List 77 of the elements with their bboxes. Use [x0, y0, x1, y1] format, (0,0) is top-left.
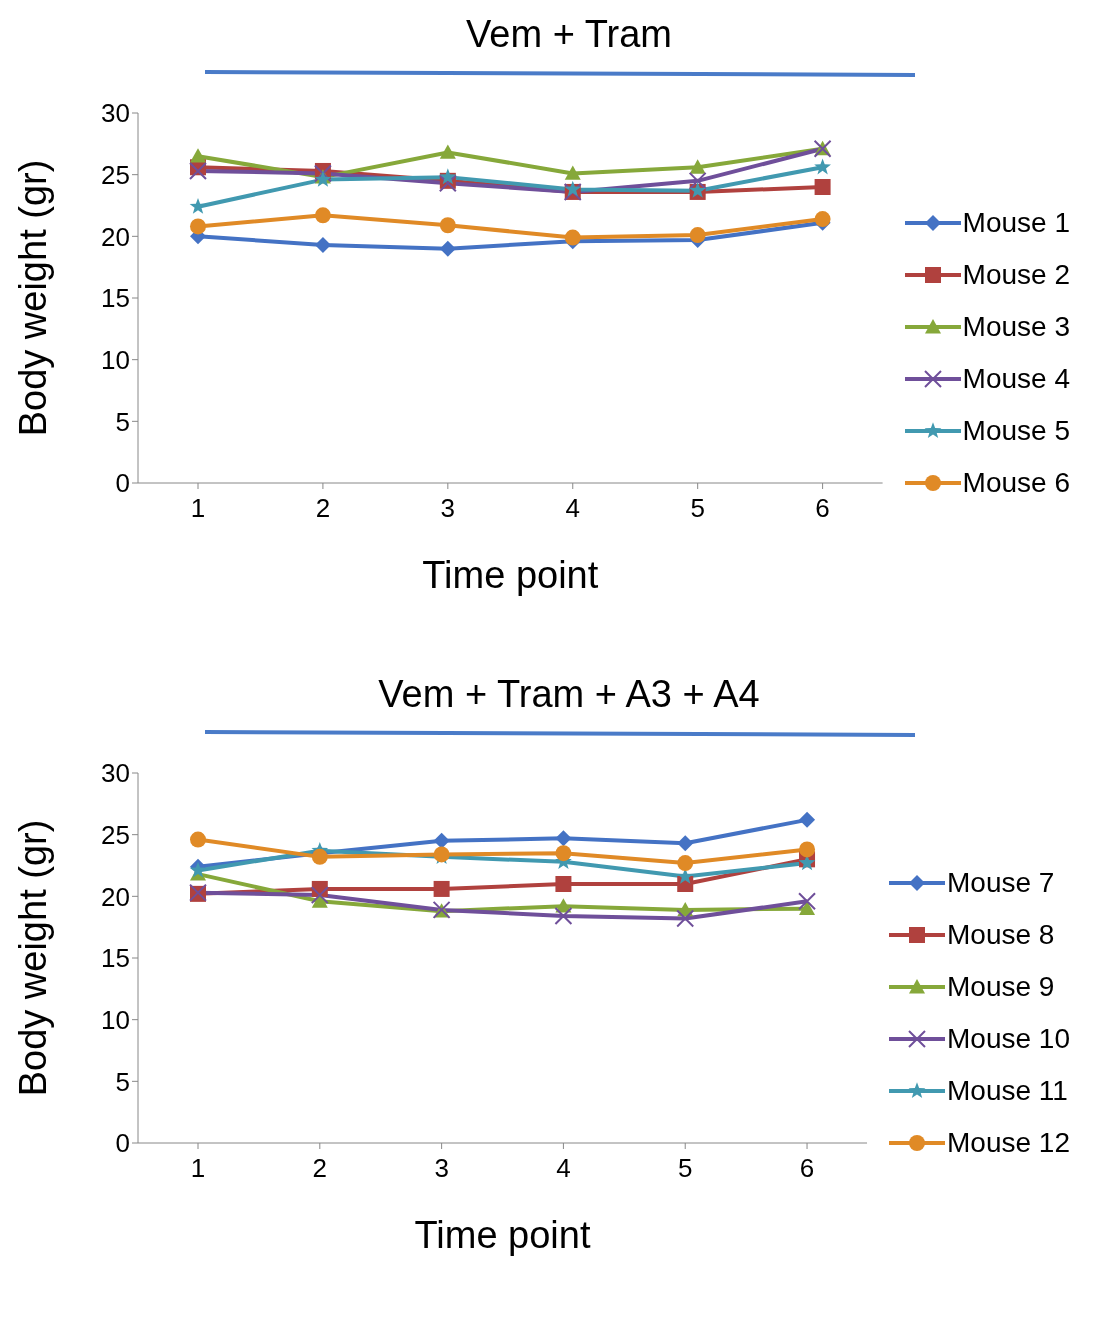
legend-label: Mouse 10: [947, 1023, 1070, 1055]
y-tick-label: 0: [115, 1128, 130, 1159]
x-tick-label: 4: [556, 1153, 571, 1184]
chart-title: Vem + Tram: [465, 12, 673, 57]
y-tick-label: 30: [101, 98, 130, 129]
legend-label: Mouse 6: [962, 467, 1070, 499]
x-tick-label: 1: [190, 1153, 206, 1184]
point: [310, 886, 329, 905]
y-tick-label: 15: [101, 943, 130, 974]
legend-label: Mouse 12: [947, 1127, 1070, 1159]
legend-label: Mouse 5: [962, 415, 1070, 447]
point: [555, 830, 572, 847]
point: [555, 876, 572, 892]
x-tick-label: 3: [434, 1153, 449, 1184]
point: [554, 907, 573, 926]
y-tick-label: 20: [101, 881, 130, 912]
y-tick-label: 10: [101, 344, 130, 375]
point: [190, 831, 206, 848]
x-tick-label: 5: [690, 493, 705, 524]
point: [433, 880, 450, 897]
point: [433, 832, 450, 849]
point: [689, 159, 706, 174]
legend-label: Mouse 2: [962, 259, 1070, 291]
x-tick-label: 4: [565, 493, 580, 524]
point: [555, 845, 572, 862]
point: [189, 161, 207, 180]
y-axis-title: Body weight (gr): [12, 159, 55, 437]
x-tick-label: 3: [440, 493, 456, 524]
legend-label: Mouse 7: [947, 867, 1055, 899]
point: [190, 218, 206, 235]
legend-label: Mouse 8: [947, 919, 1055, 951]
point: [688, 171, 707, 190]
point: [439, 144, 456, 159]
x-tick-label: 1: [190, 493, 206, 524]
y-tick-label: 10: [101, 1004, 130, 1035]
x-tick-label: 6: [799, 1153, 815, 1184]
x-tick-label: 6: [815, 493, 830, 524]
legend-label: Mouse 9: [947, 971, 1055, 1003]
point: [677, 855, 694, 872]
point: [314, 236, 331, 253]
y-tick-label: 25: [101, 159, 130, 190]
legend-label: Mouse 1: [962, 207, 1070, 239]
x-axis-title: Time point: [422, 554, 599, 596]
point: [439, 168, 457, 185]
y-tick-label: 0: [115, 468, 130, 499]
legend-label: Mouse 11: [947, 1075, 1068, 1107]
x-tick-label: 5: [677, 1153, 693, 1184]
x-axis-title: Time point: [414, 1214, 591, 1256]
point: [677, 835, 694, 852]
chart-title: Vem + Tram + A3 + A4: [377, 672, 761, 717]
legend-label: Mouse 4: [962, 363, 1070, 395]
point: [689, 227, 706, 244]
y-axis-title: Body weight (gr): [12, 819, 55, 1097]
y-tick-label: 30: [101, 758, 130, 789]
y-tick-label: 5: [115, 1066, 130, 1097]
point: [438, 174, 457, 193]
point: [799, 841, 816, 858]
y-tick-label: 5: [115, 406, 130, 437]
x-tick-label: 2: [315, 493, 331, 524]
point: [439, 217, 456, 234]
point: [314, 207, 331, 224]
legend-label: Mouse 3: [962, 311, 1070, 343]
point: [798, 892, 817, 911]
point: [564, 229, 581, 246]
point: [676, 909, 695, 928]
y-tick-label: 20: [101, 221, 130, 252]
point: [564, 165, 581, 180]
point: [799, 811, 816, 828]
y-tick-label: 15: [101, 283, 130, 314]
point: [190, 148, 206, 163]
point: [814, 158, 831, 175]
point: [313, 164, 332, 183]
point: [799, 900, 816, 916]
point: [814, 179, 831, 195]
point: [439, 240, 456, 257]
x-tick-label: 2: [312, 1153, 328, 1184]
y-tick-label: 25: [101, 819, 130, 850]
